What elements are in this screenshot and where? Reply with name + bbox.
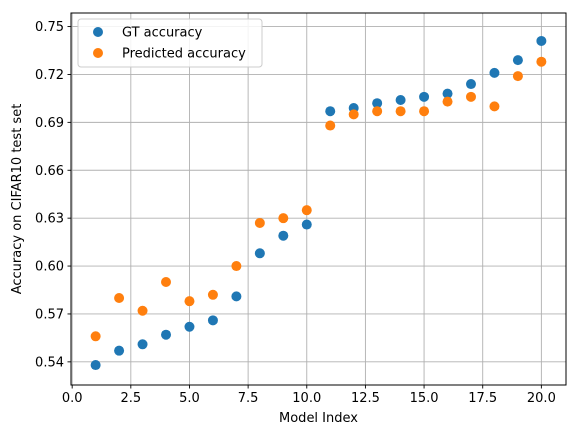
predicted-accuracy-point — [254, 217, 265, 228]
predicted-accuracy-point — [419, 106, 430, 117]
legend-box — [77, 18, 263, 68]
gt-accuracy-point — [442, 88, 453, 99]
x-axis: 0.0 2.5 5.0 7.5 10.0 12.5 15.0 17.5 20.0 — [62, 385, 556, 406]
gt-accuracy-point — [419, 91, 430, 102]
gt-accuracy-point — [90, 360, 101, 371]
data-points — [90, 35, 547, 371]
gt-accuracy-point — [536, 35, 547, 46]
x-tick-label: 0.0 — [62, 391, 83, 406]
gt-accuracy-point — [254, 248, 265, 259]
legend-marker-gt — [93, 27, 103, 37]
y-axis-label: Accuracy on CIFAR10 test set — [10, 104, 25, 295]
x-tick-label: 12.5 — [351, 391, 380, 406]
predicted-accuracy-point — [114, 292, 125, 303]
y-tick-label: 0.57 — [35, 307, 64, 322]
predicted-accuracy-point — [372, 106, 383, 117]
y-tick-label: 0.75 — [35, 20, 64, 35]
predicted-accuracy-point — [442, 96, 453, 107]
legend-label-gt: GT accuracy — [122, 26, 203, 41]
grid — [71, 13, 566, 385]
legend: GT accuracy Predicted accuracy — [77, 18, 263, 68]
predicted-accuracy-point — [207, 289, 218, 300]
gt-accuracy-point — [231, 291, 242, 302]
predicted-accuracy-point — [184, 296, 195, 307]
legend-label-predicted: Predicted accuracy — [122, 47, 246, 62]
gt-accuracy-point — [372, 98, 383, 109]
x-tick-label: 17.5 — [468, 391, 497, 406]
x-tick-label: 5.0 — [179, 391, 200, 406]
gt-accuracy-point — [465, 79, 476, 90]
gt-accuracy-point — [489, 67, 500, 78]
predicted-accuracy-point — [231, 261, 242, 272]
y-tick-label: 0.72 — [35, 68, 64, 83]
gt-accuracy-point — [161, 329, 172, 340]
y-tick-label: 0.54 — [35, 355, 64, 370]
gt-accuracy-point — [114, 345, 125, 356]
gt-accuracy-point — [301, 219, 312, 230]
predicted-accuracy-point — [489, 101, 500, 112]
predicted-accuracy-point — [465, 91, 476, 102]
predicted-accuracy-point — [90, 331, 101, 342]
y-tick-label: 0.63 — [35, 212, 64, 227]
predicted-accuracy-point — [278, 213, 289, 224]
predicted-accuracy-point — [161, 277, 172, 288]
predicted-accuracy-point — [512, 71, 523, 82]
plot-frame — [70, 12, 567, 386]
legend-marker-predicted — [93, 48, 103, 58]
y-axis: 0.54 0.57 0.60 0.63 0.66 0.69 0.72 0.75 — [35, 20, 71, 370]
x-axis-label: Model Index — [279, 411, 358, 426]
y-tick-label: 0.60 — [35, 260, 64, 275]
predicted-accuracy-point — [325, 120, 336, 131]
predicted-accuracy-point — [137, 305, 148, 316]
gt-accuracy-point — [184, 321, 195, 332]
gt-accuracy-point — [207, 315, 218, 326]
y-tick-label: 0.66 — [35, 164, 64, 179]
gt-accuracy-point — [325, 106, 336, 117]
predicted-accuracy-point — [348, 109, 359, 120]
y-tick-label: 0.69 — [35, 116, 64, 131]
x-tick-label: 15.0 — [410, 391, 439, 406]
predicted-accuracy-point — [536, 56, 547, 67]
gt-accuracy-point — [137, 339, 148, 350]
predicted-accuracy-point — [301, 205, 312, 216]
x-tick-label: 2.5 — [120, 391, 141, 406]
predicted-accuracy-point — [395, 106, 406, 117]
x-tick-label: 10.0 — [292, 391, 321, 406]
gt-accuracy-point — [278, 230, 289, 241]
gt-accuracy-point — [512, 55, 523, 66]
x-tick-label: 20.0 — [527, 391, 556, 406]
x-tick-label: 7.5 — [238, 391, 259, 406]
gt-accuracy-point — [395, 95, 406, 106]
